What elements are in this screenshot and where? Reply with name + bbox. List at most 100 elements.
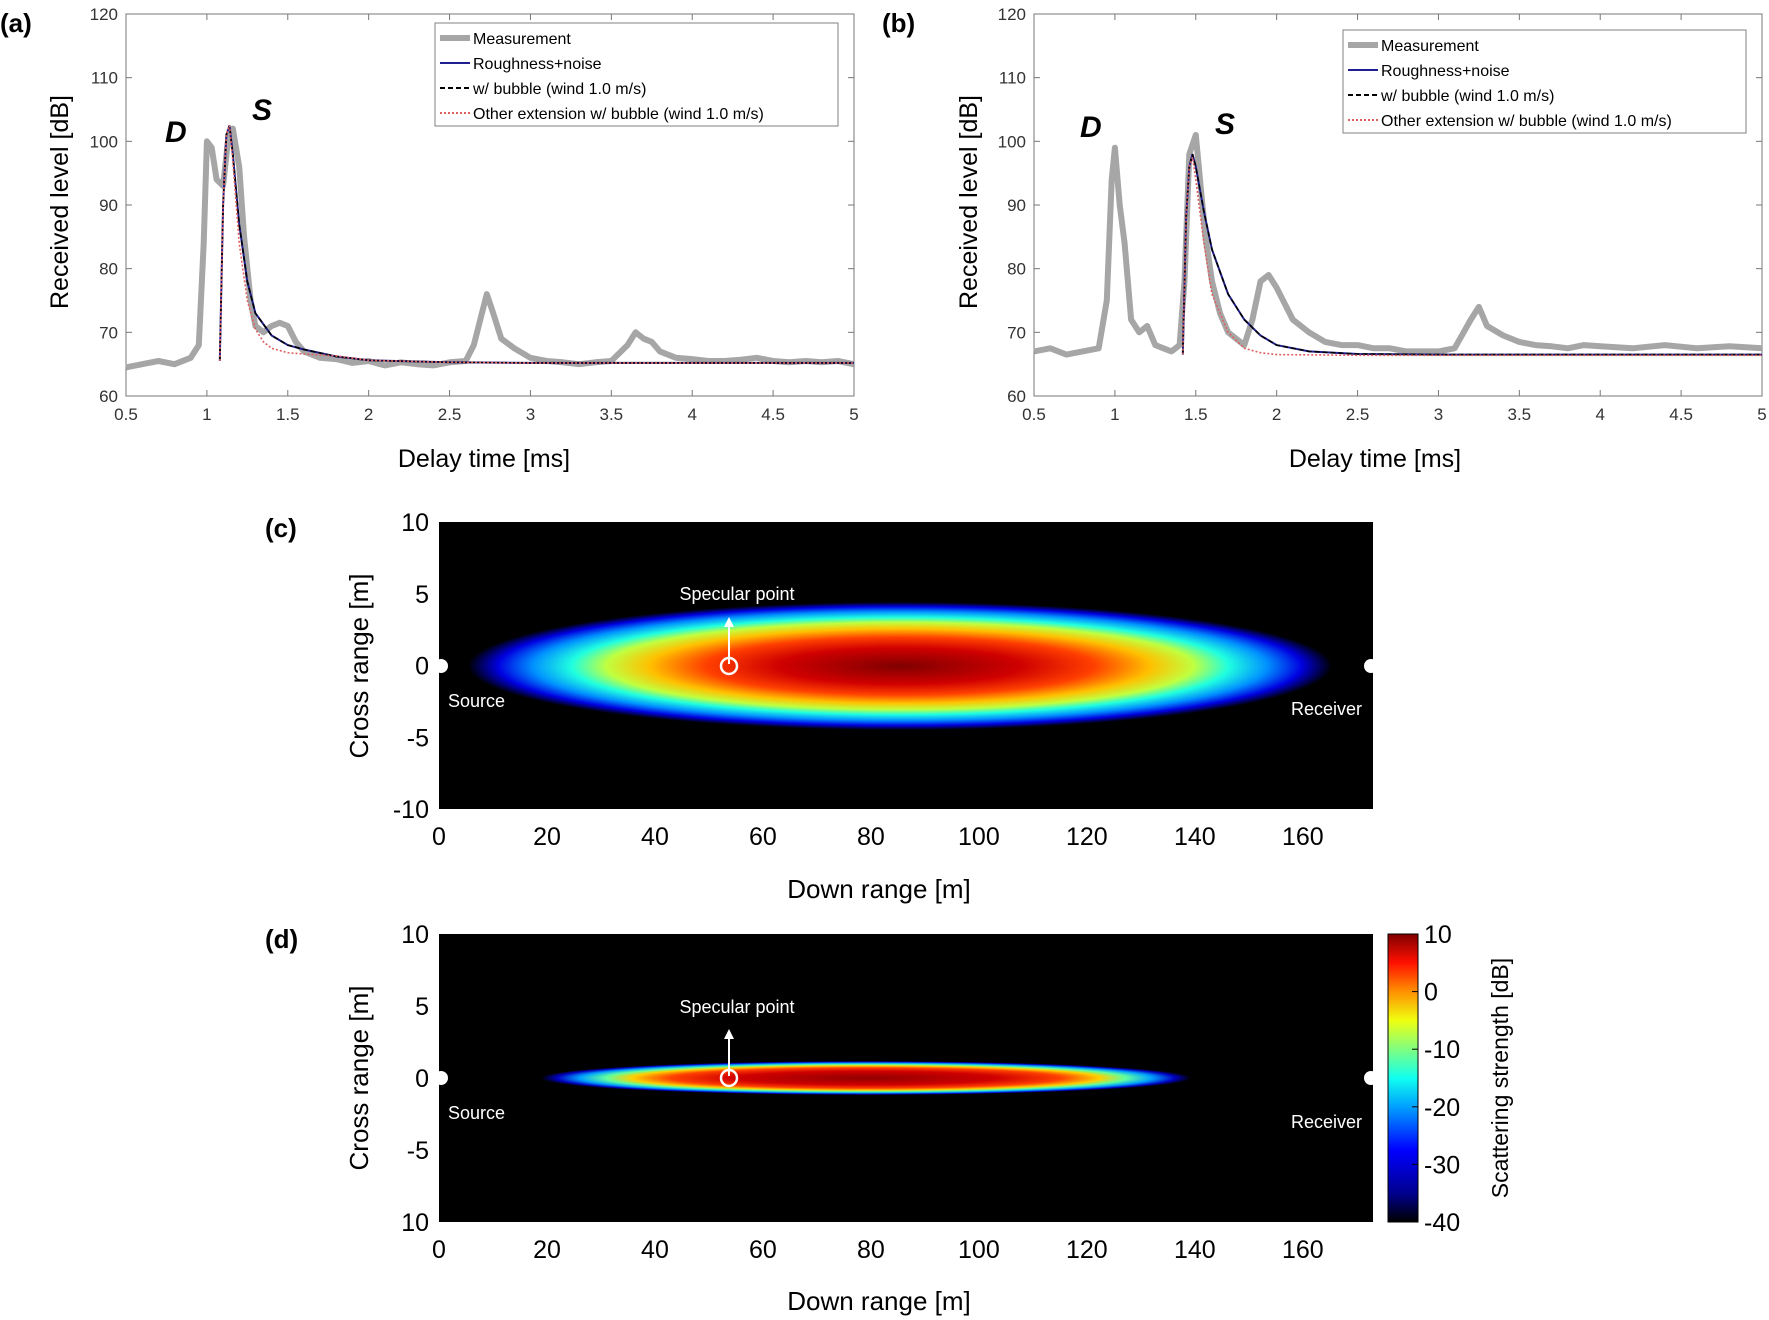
a-legend-measurement: Measurement [473, 31, 571, 48]
colorbar-tick-label: -20 [1424, 1094, 1460, 1122]
d-scattering-region [541, 1061, 1191, 1095]
d-xtick-label: 20 [533, 1236, 561, 1264]
b-ytick-label: 60 [1007, 387, 1026, 406]
a-xtick-label: 5 [849, 405, 858, 424]
c-receiver-label: Receiver [1291, 699, 1362, 719]
d-xlabel: Down range [m] [787, 1286, 971, 1316]
colorbar-tick-label: -30 [1424, 1151, 1460, 1179]
b-ytick-label: 70 [1007, 323, 1026, 342]
a-ytick-label: 70 [99, 323, 118, 342]
a-xtick-label: 0.5 [114, 405, 138, 424]
b-ytick-label: 90 [1007, 196, 1026, 215]
a-ytick-label: 90 [99, 196, 118, 215]
d-ytick-label: -5 [407, 1137, 429, 1165]
d-xtick-label: 40 [641, 1236, 669, 1264]
b-xtick-label: 5 [1757, 405, 1766, 424]
b-xtick-label: 1 [1110, 405, 1119, 424]
b-series [1033, 132, 1763, 358]
a-xlabel: Delay time [ms] [398, 445, 570, 473]
a-xtick-label: 2 [364, 405, 373, 424]
c-xtick-label: 120 [1066, 823, 1108, 851]
c-source-label: Source [448, 691, 505, 711]
d-xtick-label: 80 [857, 1236, 885, 1264]
b-series-other [1182, 157, 1762, 357]
panel-c-heatmap: (c) Specular point Source Receiver 0 20 40… [265, 509, 1378, 904]
c-ylabel: Cross range [m] [344, 574, 374, 759]
d-xtick-label: 100 [958, 1236, 1000, 1264]
panel-label-d: (d) [265, 924, 298, 954]
c-xtick-label: 140 [1174, 823, 1216, 851]
a-xtick-label: 1.5 [276, 405, 300, 424]
b-annotation-d: D [1080, 111, 1102, 144]
d-source-marker [434, 1071, 448, 1085]
panel-label-a: (a) [0, 8, 32, 38]
c-ytick-label: -5 [407, 724, 429, 752]
a-ytick-label: 100 [90, 132, 118, 151]
c-xtick-label: 20 [533, 823, 561, 851]
c-xtick-label: 60 [749, 823, 777, 851]
c-specular-point-marker [719, 656, 739, 676]
b-legend-measurement: Measurement [1381, 38, 1479, 55]
d-ytick-label: 5 [415, 993, 429, 1021]
a-ylabel: Received level [dB] [46, 95, 74, 309]
b-legend: Measurement Roughness+noise w/ bubble (w… [1342, 29, 1747, 134]
d-ytick-label: 10 [401, 1209, 429, 1237]
b-xtick-label: 4.5 [1669, 405, 1693, 424]
c-specular-point-label: Specular point [679, 584, 794, 604]
b-legend-roughness: Roughness+noise [1381, 63, 1510, 80]
d-ytick-label: 10 [401, 921, 429, 949]
c-xtick-label: 0 [432, 823, 446, 851]
colorbar-label: Scattering strength [dB] [1487, 958, 1513, 1198]
a-annotation-d: D [165, 116, 187, 149]
a-ytick-label: 60 [99, 387, 118, 406]
d-xtick-label: 0 [432, 1236, 446, 1264]
b-xlabel: Delay time [ms] [1289, 445, 1461, 473]
d-ylabel: Cross range [m] [344, 986, 374, 1171]
a-xtick-label: 1 [202, 405, 211, 424]
b-series-measurement [1033, 132, 1763, 358]
a-legend: Measurement Roughness+noise w/ bubble (w… [434, 22, 839, 127]
a-legend-bubble: w/ bubble (wind 1.0 m/s) [472, 81, 646, 98]
d-ytick-label: 0 [415, 1065, 429, 1093]
a-xtick-label: 3.5 [600, 405, 624, 424]
d-axes: 0 20 40 60 80 100 120 140 160 10 5 0 -5 10 [401, 921, 1323, 1264]
d-source-label: Source [448, 1103, 505, 1123]
c-xtick-label: 160 [1282, 823, 1324, 851]
a-legend-box [434, 22, 839, 127]
c-source-marker [434, 659, 448, 673]
c-xtick-label: 80 [857, 823, 885, 851]
a-ytick-label: 110 [91, 69, 118, 88]
c-receiver-marker [1364, 659, 1378, 673]
b-xtick-label: 0.5 [1022, 405, 1046, 424]
b-ylabel: Received level [dB] [955, 95, 983, 309]
a-xtick-label: 3 [526, 405, 535, 424]
colorbar-ticks: 10 0 -10 -20 -30 -40 [1412, 921, 1460, 1237]
b-xtick-label: 1.5 [1184, 405, 1208, 424]
a-xtick-label: 2.5 [438, 405, 462, 424]
a-series [125, 125, 855, 371]
c-ytick-label: 0 [415, 653, 429, 681]
b-xtick-label: 3 [1434, 405, 1443, 424]
panel-d-heatmap: (d) Specular point Source Receiver 0 20 40… [265, 921, 1513, 1316]
panel-b-line-chart: (b) 0.5 1 1.5 2 2.5 3 3.5 4 4.5 5 60 70 80 90 100 110 12… [882, 5, 1767, 473]
a-legend-other: Other extension w/ bubble (wind 1.0 m/s) [473, 106, 764, 123]
colorbar-tick-label: 10 [1424, 921, 1452, 949]
b-xtick-label: 2.5 [1346, 405, 1370, 424]
b-ytick-label: 80 [1007, 260, 1026, 279]
a-annotation-s: S [252, 94, 272, 127]
a-ytick-label: 120 [90, 5, 118, 24]
c-axes: 0 20 40 60 80 100 120 140 160 10 5 0 -5 -10 [393, 509, 1324, 851]
panel-a-line-chart: (a) 0.5 1 1.5 2 2.5 3 3.5 4 4.5 5 60 70 80 90 100 110 12… [0, 5, 859, 473]
b-annotation-s: S [1215, 108, 1235, 141]
c-xtick-label: 40 [641, 823, 669, 851]
c-ytick-label: -10 [393, 796, 429, 824]
panel-label-b: (b) [882, 8, 915, 38]
d-xtick-label: 140 [1174, 1236, 1216, 1264]
a-ytick-label: 80 [99, 260, 118, 279]
b-ytick-label: 100 [998, 132, 1026, 151]
c-ytick-label: 5 [415, 581, 429, 609]
d-xtick-label: 160 [1282, 1236, 1324, 1264]
colorbar-tick-label: -40 [1424, 1209, 1460, 1237]
c-ytick-label: 10 [401, 509, 429, 537]
d-receiver-marker [1364, 1071, 1378, 1085]
